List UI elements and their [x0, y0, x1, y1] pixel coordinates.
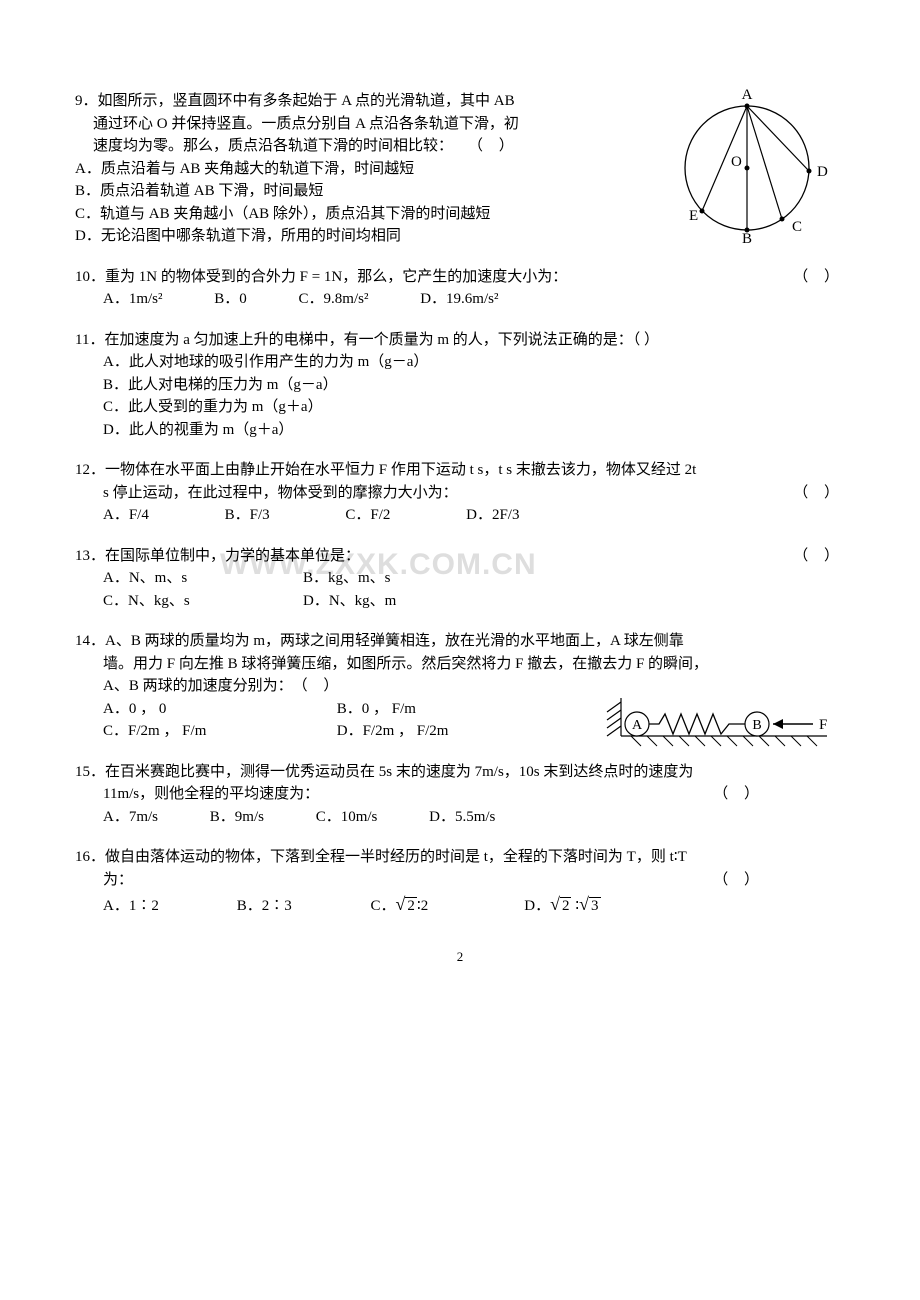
- q15-line2: 11m/s，则他全程的平均速度为：（ ）: [75, 783, 845, 806]
- question-9: A B C D E O 9．如图所示，竖直圆环中有多条起始于 A 点的光滑轨道，…: [75, 90, 845, 248]
- q14-optB: B．0 ， F/m: [337, 698, 567, 721]
- q15-line1: 15．在百米赛跑比赛中，测得一优秀运动员在 5s 末的速度为 7m/s，10s …: [75, 761, 845, 784]
- q14-line1: 14．A、B 两球的质量均为 m，两球之间用轻弹簧相连，放在光滑的水平地面上，A…: [75, 630, 845, 653]
- q14-line3: A、B 两球的加速度分别为： （ ）: [75, 675, 845, 698]
- page-number: 2: [457, 947, 464, 967]
- svg-text:B: B: [752, 718, 761, 733]
- q11-text: 11．在加速度为 a 匀加速上升的电梯中，有一个质量为 m 的人，下列说法正确的…: [75, 329, 845, 352]
- q15-optB: B．9m/s: [210, 806, 264, 829]
- q10-optD: D．19.6m/s²: [420, 288, 498, 311]
- q15-optA: A．7m/s: [103, 806, 158, 829]
- content: A B C D E O 9．如图所示，竖直圆环中有多条起始于 A 点的光滑轨道，…: [75, 90, 845, 918]
- q10-optC: C．9.8m/s²: [299, 288, 369, 311]
- question-16: 16．做自由落体运动的物体，下落到全程一半时经历的时间是 t，全程的下落时间为 …: [75, 846, 845, 918]
- question-13: 13．在国际单位制中，力学的基本单位是：（ ） A．N、m、s B．kg、m、s…: [75, 545, 845, 613]
- svg-text:O: O: [731, 154, 742, 170]
- question-11: 11．在加速度为 a 匀加速上升的电梯中，有一个质量为 m 的人，下列说法正确的…: [75, 329, 845, 442]
- q12-optD: D．2F/3: [466, 504, 519, 527]
- q14-optC: C．F/2m ， F/m: [103, 720, 333, 743]
- svg-text:A: A: [742, 87, 753, 103]
- q12-optB: B．F/3: [225, 504, 270, 527]
- q16-optA: A．1∶2: [103, 895, 233, 918]
- q12-options: A．F/4 B．F/3 C．F/2 D．2F/3: [75, 504, 845, 527]
- q11-optA: A．此人对地球的吸引作用产生的力为 m（g－a）: [75, 351, 845, 374]
- question-15: 15．在百米赛跑比赛中，测得一优秀运动员在 5s 末的速度为 7m/s，10s …: [75, 761, 845, 829]
- q16-line1: 16．做自由落体运动的物体，下落到全程一半时经历的时间是 t，全程的下落时间为 …: [75, 846, 845, 869]
- q14-diagram: A B F: [597, 698, 857, 748]
- q12-line1: 12．一物体在水平面上由静止开始在水平恒力 F 作用下运动 t s，t s 末撤…: [75, 459, 845, 482]
- q9-diagram: A B C D E O: [675, 86, 835, 246]
- q11-optB: B．此人对电梯的压力为 m（g－a）: [75, 374, 845, 397]
- svg-text:C: C: [792, 219, 802, 235]
- q10-optA: A．1m/s²: [103, 288, 163, 311]
- question-14: A B F 14．A、B 两球的质量均为 m，两球之间用轻弹簧相连，放在光滑的水…: [75, 630, 845, 743]
- question-12: 12．一物体在水平面上由静止开始在水平恒力 F 作用下运动 t s，t s 末撤…: [75, 459, 845, 527]
- q13-optA: A．N、m、s: [103, 567, 303, 590]
- q13-row2: C．N、kg、s D．N、kg、m: [75, 590, 845, 613]
- q13-text: 13．在国际单位制中，力学的基本单位是：（ ）: [75, 545, 845, 568]
- q14-optD: D．F/2m ， F/2m: [337, 720, 567, 743]
- q12-line2: s 停止运动，在此过程中，物体受到的摩擦力大小为：（ ）: [75, 482, 845, 505]
- q12-optC: C．F/2: [345, 504, 390, 527]
- q16-optC: C．√2∶2: [371, 891, 521, 918]
- svg-text:D: D: [817, 164, 828, 180]
- svg-text:B: B: [742, 231, 752, 246]
- q13-optD: D．N、kg、m: [303, 590, 503, 613]
- q13-optC: C．N、kg、s: [103, 590, 303, 613]
- q13-optB: B．kg、m、s: [303, 567, 503, 590]
- q10-optB: B．0: [214, 288, 247, 311]
- svg-text:A: A: [632, 718, 643, 733]
- q16-optD: D．√2 ∶√3: [524, 891, 600, 918]
- q14-line2: 墙。用力 F 向左推 B 球将弹簧压缩，如图所示。然后突然将力 F 撤去，在撤去…: [75, 653, 845, 676]
- q11-optC: C．此人受到的重力为 m（g＋a）: [75, 396, 845, 419]
- svg-text:E: E: [689, 208, 698, 224]
- q11-optD: D．此人的视重为 m（g＋a）: [75, 419, 845, 442]
- q16-optB: B．2∶3: [237, 895, 367, 918]
- q15-optC: C．10m/s: [316, 806, 378, 829]
- q12-optA: A．F/4: [103, 504, 149, 527]
- svg-text:F: F: [819, 717, 827, 733]
- q16-line2: 为：（ ）: [75, 869, 845, 892]
- question-10: 10．重为 1N 的物体受到的合外力 F = 1N，那么，它产生的加速度大小为：…: [75, 266, 845, 311]
- q15-options: A．7m/s B．9m/s C．10m/s D．5.5m/s: [75, 806, 845, 829]
- q14-optA: A．0 ， 0: [103, 698, 333, 721]
- q16-options: A．1∶2 B．2∶3 C．√2∶2 D．√2 ∶√3: [75, 891, 845, 918]
- q13-row1: A．N、m、s B．kg、m、s: [75, 567, 845, 590]
- q10-text: 10．重为 1N 的物体受到的合外力 F = 1N，那么，它产生的加速度大小为：…: [75, 266, 845, 289]
- q15-optD: D．5.5m/s: [429, 806, 495, 829]
- q10-options: A．1m/s² B．0 C．9.8m/s² D．19.6m/s²: [75, 288, 845, 311]
